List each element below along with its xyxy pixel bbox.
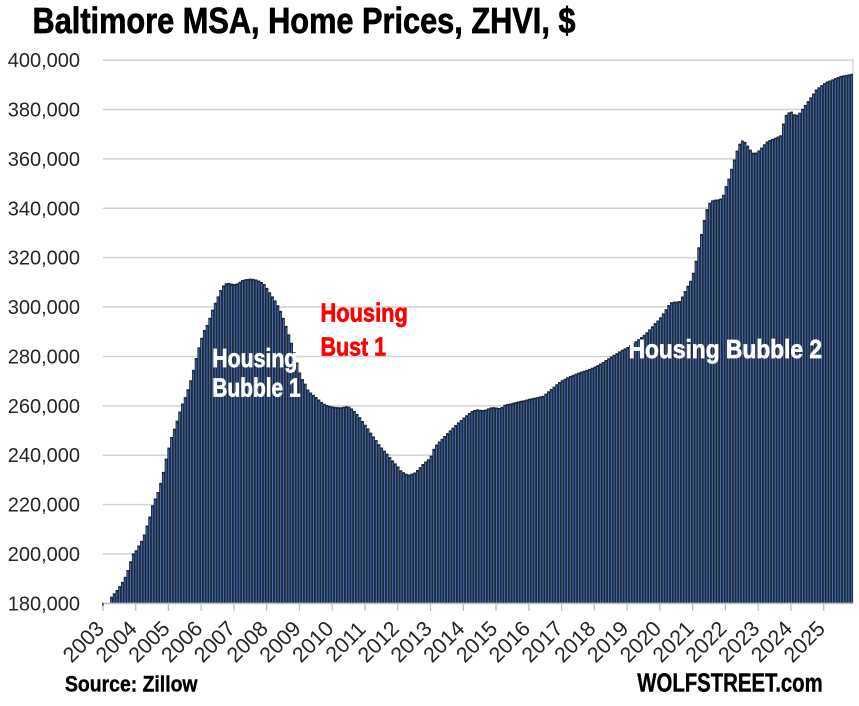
svg-text:Housing: Housing xyxy=(212,343,297,373)
svg-text:WOLFSTREET.com: WOLFSTREET.com xyxy=(637,667,822,697)
svg-text:220,000: 220,000 xyxy=(8,495,80,517)
svg-text:180,000: 180,000 xyxy=(8,593,80,615)
svg-text:200,000: 200,000 xyxy=(8,544,80,566)
svg-text:340,000: 340,000 xyxy=(8,198,80,220)
svg-text:280,000: 280,000 xyxy=(8,346,80,368)
svg-text:400,000: 400,000 xyxy=(8,50,80,72)
svg-text:Housing: Housing xyxy=(321,297,408,327)
svg-text:320,000: 320,000 xyxy=(8,248,80,270)
svg-text:240,000: 240,000 xyxy=(8,445,80,467)
svg-text:360,000: 360,000 xyxy=(8,149,80,171)
svg-text:Bust 1: Bust 1 xyxy=(321,331,387,361)
svg-text:Housing Bubble 2: Housing Bubble 2 xyxy=(629,334,822,364)
svg-text:300,000: 300,000 xyxy=(8,297,80,319)
svg-text:380,000: 380,000 xyxy=(8,99,80,121)
svg-text:Bubble 1: Bubble 1 xyxy=(212,373,300,403)
svg-text:Baltimore MSA, Home Prices, ZH: Baltimore MSA, Home Prices, ZHVI, $ xyxy=(33,0,576,41)
svg-text:260,000: 260,000 xyxy=(8,396,80,418)
svg-text:Source: Zillow: Source: Zillow xyxy=(65,671,198,696)
